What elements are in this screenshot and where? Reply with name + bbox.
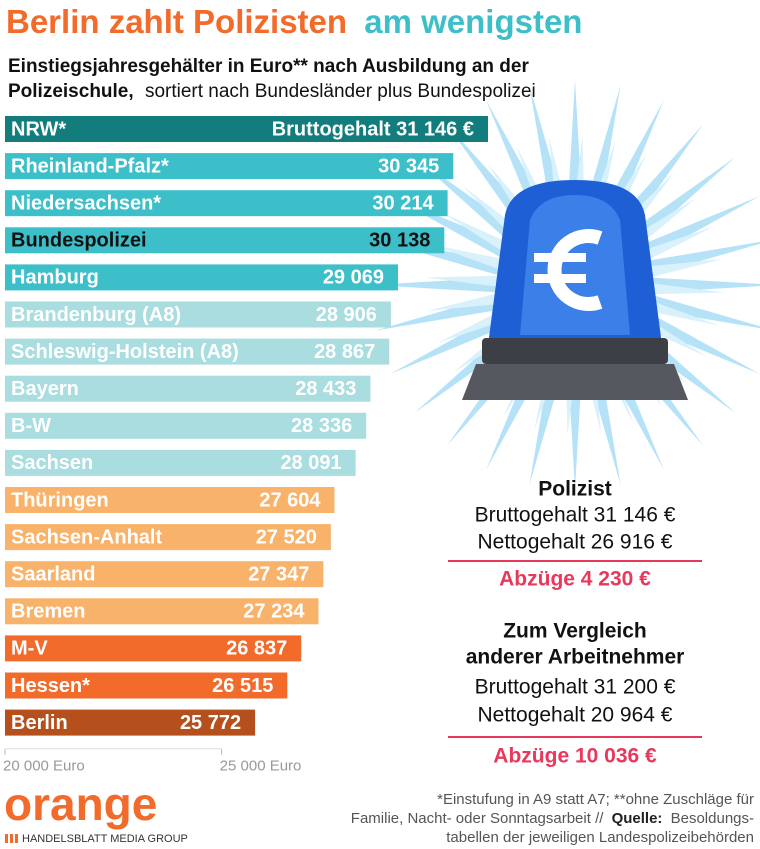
panel-deductions: Abzüge 4 230 € bbox=[499, 568, 651, 591]
bar bbox=[5, 487, 335, 513]
bar bbox=[5, 449, 356, 476]
value-label: 28 336 bbox=[291, 415, 352, 437]
bar bbox=[5, 635, 302, 662]
value-label: 30 214 bbox=[372, 192, 434, 214]
value-label: 30 138 bbox=[369, 230, 430, 252]
category-label: Bundespolizei bbox=[11, 230, 147, 252]
bar bbox=[5, 338, 390, 365]
value-label: 27 604 bbox=[259, 489, 321, 511]
category-label: Hessen* bbox=[11, 675, 90, 697]
logo-mark bbox=[5, 834, 8, 843]
bar bbox=[5, 190, 448, 217]
value-label: 28 906 bbox=[316, 304, 377, 326]
bar bbox=[5, 153, 454, 180]
category-label: Rheinland-Pfalz* bbox=[11, 155, 169, 177]
value-label: 28 867 bbox=[314, 341, 375, 363]
category-label: Thüringen bbox=[11, 489, 109, 511]
value-label: 25 772 bbox=[180, 712, 241, 734]
title-part: Berlin zahlt Polizisten bbox=[6, 3, 347, 40]
value-label: 26 515 bbox=[212, 675, 273, 697]
bar bbox=[5, 375, 371, 402]
bar bbox=[5, 561, 324, 588]
footnote-text: Familie, Nacht- oder Sonntagsarbeit // bbox=[351, 810, 604, 827]
footnote-line: Familie, Nacht- oder Sonntagsarbeit // Q… bbox=[351, 810, 754, 827]
value-label: 27 234 bbox=[243, 601, 305, 623]
bar bbox=[5, 412, 367, 439]
euro-bar bbox=[534, 253, 586, 262]
title-part: am wenigsten bbox=[364, 3, 582, 40]
logo: orange HANDELSBLATT MEDIA GROUP bbox=[4, 778, 188, 845]
euro-bar bbox=[534, 274, 586, 283]
title: Berlin zahlt Polizisten am wenigsten bbox=[6, 3, 582, 40]
value-label: Bruttogehalt 31 146 € bbox=[272, 118, 474, 140]
panel-title: Zum Vergleich bbox=[503, 620, 647, 643]
panel-title: anderer Arbeitnehmer bbox=[466, 646, 685, 669]
subtitle: Einstiegsjahresgehälter in Euro** nach A… bbox=[8, 56, 529, 77]
logo-mark bbox=[15, 834, 18, 843]
subtitle-rest: sortiert nach Bundesländer plus Bundespo… bbox=[145, 81, 536, 102]
category-label: Berlin bbox=[11, 712, 68, 734]
value-label: 30 345 bbox=[378, 155, 439, 177]
comparison-panel: Polizist Bruttogehalt 31 146 € Nettogeha… bbox=[448, 478, 702, 768]
logo-mark bbox=[10, 834, 13, 843]
category-label: M-V bbox=[11, 638, 48, 660]
bar bbox=[5, 524, 331, 551]
footnote-line: *Einstufung in A9 statt A7; **ohne Zusch… bbox=[437, 791, 754, 808]
category-label: Bremen bbox=[11, 601, 85, 623]
bar bbox=[5, 116, 488, 142]
category-label: Schleswig-Holstein (A8) bbox=[11, 341, 239, 363]
value-label: 26 837 bbox=[226, 638, 287, 660]
panel-text: Nettogehalt 20 964 € bbox=[478, 704, 673, 727]
category-label: Hamburg bbox=[11, 267, 99, 289]
bar bbox=[5, 264, 398, 291]
footnote-source: Quelle: bbox=[612, 810, 663, 827]
base-top bbox=[482, 338, 668, 364]
value-label: 27 347 bbox=[248, 563, 309, 585]
base bbox=[462, 364, 688, 400]
subtitle: Polizeischule, sortiert nach Bundeslände… bbox=[8, 81, 536, 102]
panel-text: Bruttogehalt 31 200 € bbox=[475, 676, 676, 699]
dome-highlight bbox=[520, 195, 630, 335]
category-label: Sachsen bbox=[11, 452, 93, 474]
logo-text: orange bbox=[4, 778, 157, 830]
category-label: Niedersachsen* bbox=[11, 192, 161, 214]
x-tick-label: 25 000 Euro bbox=[220, 758, 302, 775]
value-label: 27 520 bbox=[256, 526, 317, 548]
panel-title: Polizist bbox=[538, 478, 612, 501]
footnote-line: tabellen der jeweiligen Landespolizeibeh… bbox=[446, 829, 754, 846]
category-label: Bayern bbox=[11, 378, 79, 400]
panel-text: Bruttogehalt 31 146 € bbox=[475, 504, 676, 527]
panel-deductions: Abzüge 10 036 € bbox=[493, 745, 657, 768]
logo-group: HANDELSBLATT MEDIA GROUP bbox=[22, 833, 188, 845]
value-label: 28 091 bbox=[280, 452, 341, 474]
value-label: 29 069 bbox=[323, 267, 384, 289]
category-label: NRW* bbox=[11, 118, 66, 140]
value-label: 28 433 bbox=[295, 378, 356, 400]
category-label: B-W bbox=[11, 415, 51, 437]
category-label: Saarland bbox=[11, 563, 95, 585]
bar bbox=[5, 709, 256, 736]
x-tick-label: 20 000 Euro bbox=[3, 758, 85, 775]
footnote-text: Besoldungs- bbox=[671, 810, 754, 827]
euro-arc bbox=[547, 229, 603, 311]
bar bbox=[5, 672, 288, 699]
bar bbox=[5, 227, 445, 254]
bar bbox=[5, 301, 391, 328]
siren-illustration bbox=[370, 80, 760, 490]
category-label: Brandenburg (A8) bbox=[11, 304, 181, 326]
footnote: *Einstufung in A9 statt A7; **ohne Zusch… bbox=[351, 791, 754, 846]
bar bbox=[5, 598, 319, 625]
panel-text: Nettogehalt 26 916 € bbox=[478, 531, 673, 554]
category-label: Sachsen-Anhalt bbox=[11, 526, 162, 548]
subtitle-bold: Polizeischule, bbox=[8, 81, 134, 102]
